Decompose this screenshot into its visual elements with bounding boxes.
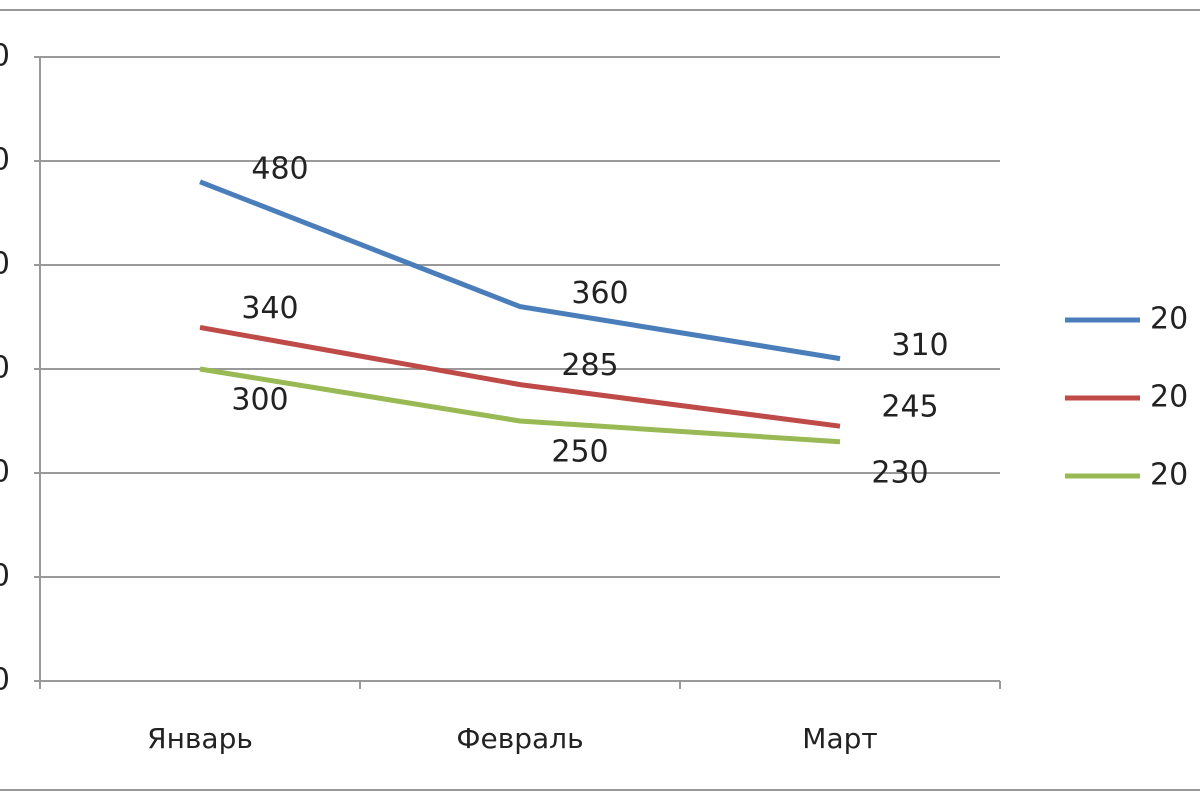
data-label: 245 (881, 390, 938, 425)
y-tick-label: 300 (0, 351, 10, 386)
series-line (199, 179, 841, 362)
data-label: 300 (231, 383, 288, 418)
data-label: 285 (561, 348, 618, 383)
legend-label: 20 (1150, 380, 1188, 415)
x-tick-label: Январь (147, 722, 253, 755)
x-tick-label: Март (802, 722, 877, 755)
x-tick-label: Февраль (456, 722, 583, 755)
y-tick-label: 100 (0, 559, 10, 594)
legend-label: 20 (1150, 458, 1188, 493)
y-tick-label: 600 (0, 39, 10, 74)
y-tick-label: 200 (0, 455, 10, 490)
y-tick-label: 400 (0, 247, 10, 282)
y-tick-label: 0 (0, 663, 10, 698)
series-line (199, 366, 841, 445)
data-label: 340 (241, 291, 298, 326)
y-tick-label: 500 (0, 143, 10, 178)
data-label: 310 (891, 328, 948, 363)
data-label: 250 (551, 435, 608, 470)
data-label: 230 (871, 455, 928, 490)
data-label: 480 (251, 151, 308, 186)
data-label: 360 (571, 276, 628, 311)
chart-frame (0, 9, 1200, 791)
legend-label: 20 (1150, 302, 1188, 337)
series-line (199, 324, 841, 429)
